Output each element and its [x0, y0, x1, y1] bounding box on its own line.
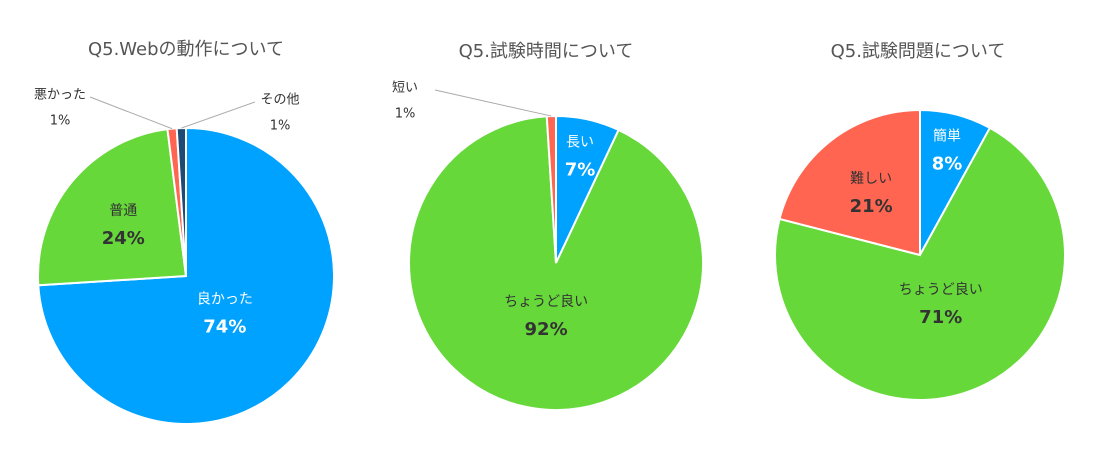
chart-title: Q5.Webの動作について [88, 39, 284, 60]
slice-label: その他 [260, 93, 299, 108]
value-label: 24% [102, 228, 145, 249]
value-label: 21% [850, 196, 893, 217]
slice-label: 悪かった [34, 88, 86, 103]
value-label: 8% [932, 154, 963, 175]
pie-slice [778, 108, 921, 257]
value-label: 92% [525, 319, 568, 340]
slice-label: 難しい [850, 171, 892, 187]
leader-line [434, 89, 552, 117]
slice-label: ちょうど良い [504, 294, 588, 310]
chart-title: Q5.試験問題について [831, 41, 1006, 62]
value-label: 74% [203, 316, 246, 337]
slice-label: 良かった [197, 291, 253, 307]
value-label: 1% [270, 119, 291, 134]
pie-slice [774, 126, 1066, 401]
value-label: 7% [565, 159, 596, 180]
leader-line [89, 96, 173, 130]
pie-slice [37, 128, 188, 287]
pie-slice [545, 114, 557, 264]
value-label: 1% [50, 114, 71, 129]
chart-title: Q5.試験時間について [459, 41, 634, 62]
slice-label: 長い [566, 134, 594, 150]
pie-slice [408, 115, 704, 411]
value-label: 1% [395, 107, 416, 122]
slice-label: 普通 [109, 203, 137, 219]
slice-label: ちょうど良い [899, 282, 983, 298]
slice-label: 短い [392, 81, 418, 96]
slice-label: 簡単 [933, 129, 961, 145]
value-label: 71% [919, 307, 962, 328]
leader-line [181, 101, 256, 129]
